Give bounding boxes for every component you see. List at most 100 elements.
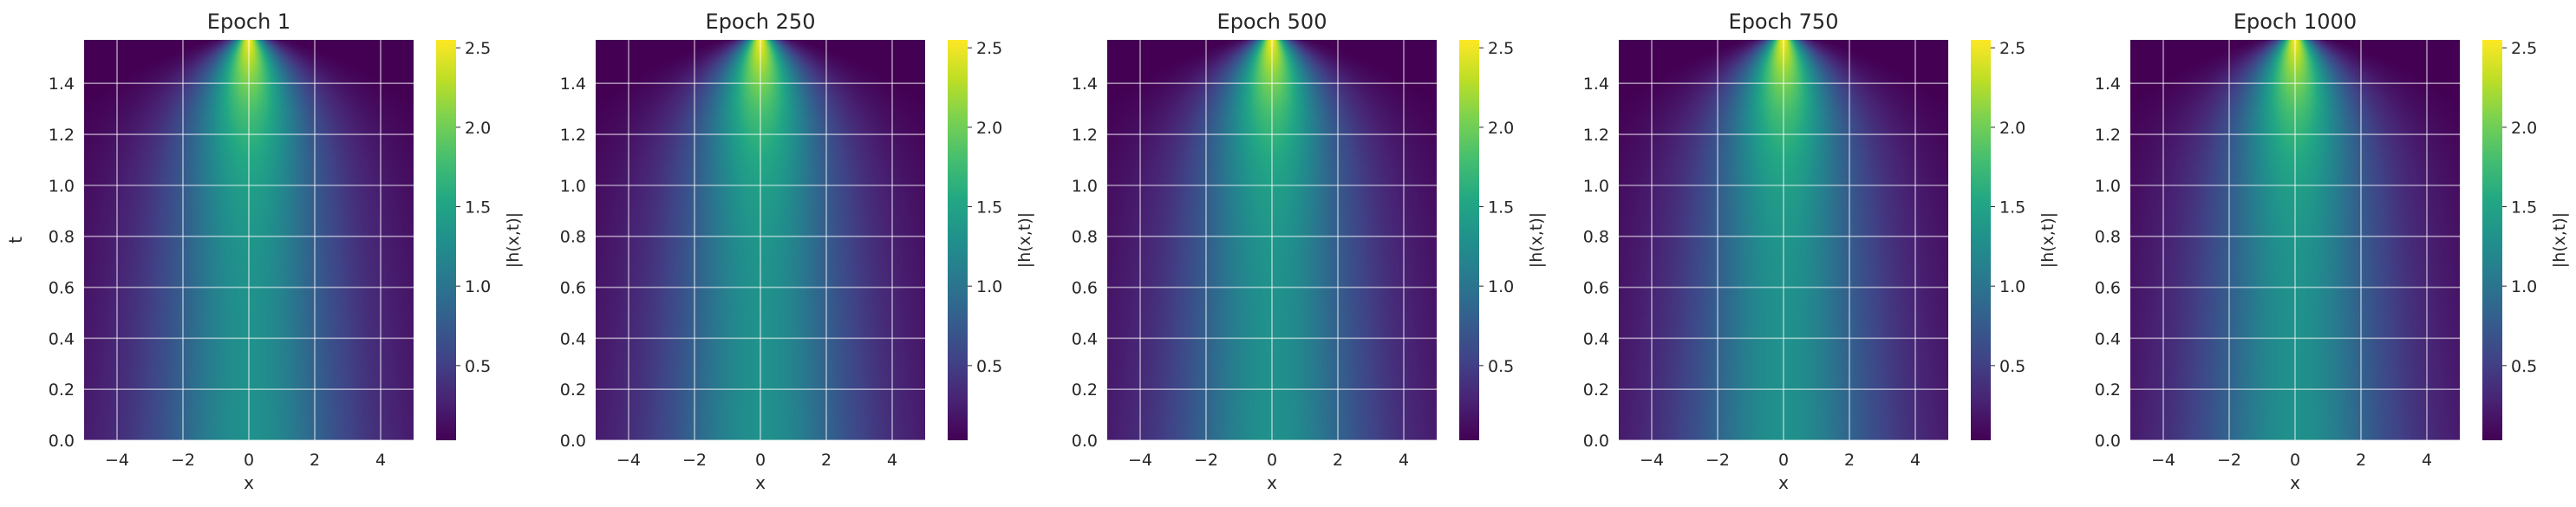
y-tick-label: 1.0: [560, 177, 586, 196]
colorbar: 0.5 1.0 1.5 2.0 2.5 |h(x,t)|: [2482, 39, 2569, 440]
x-tick-label: −4: [105, 451, 129, 470]
grid-lines: [1619, 40, 1948, 441]
colorbar-tick-label: 2.5: [1999, 39, 2025, 58]
colorbar-tick-label: 1.5: [2511, 198, 2537, 218]
y-tick-label: 0.6: [1583, 279, 1609, 298]
y-tick-label: 0.4: [1072, 329, 1098, 348]
panel-title: Epoch 1000: [2234, 10, 2357, 34]
y-tick-label: 0.8: [560, 228, 586, 247]
y-tick-label: 0.0: [1072, 432, 1098, 451]
colorbar-tick-label: 2.0: [976, 119, 1002, 138]
y-tick-label: 1.0: [1072, 177, 1098, 196]
y-tick-label: 0.2: [1072, 380, 1098, 400]
x-tick-label: 4: [1399, 451, 1409, 470]
x-tick-label: 0: [1778, 451, 1789, 470]
y-tick-label: 0.6: [49, 279, 75, 298]
colorbar-tick-label: 0.5: [1999, 357, 2025, 376]
y-axis-label: t: [5, 237, 26, 244]
y-tick-label: 0.0: [1583, 432, 1609, 451]
colorbar-label: |h(x,t)|: [504, 212, 523, 268]
x-axis-label: x: [244, 472, 254, 493]
y-tick-label: 0.0: [49, 432, 75, 451]
colorbar-gradient: [2482, 40, 2502, 440]
x-tick-label: 0: [2290, 451, 2300, 470]
y-tick-label: 1.2: [2095, 126, 2121, 145]
x-tick-label: 0: [1267, 451, 1277, 470]
y-tick-label: 0.8: [49, 228, 75, 247]
x-axis-label: x: [1778, 472, 1789, 493]
x-tick-label: 2: [821, 451, 831, 470]
colorbar-tick-label: 1.0: [1999, 277, 2025, 296]
colorbar: 0.5 1.0 1.5 2.0 2.5 |h(x,t)|: [1459, 39, 1546, 440]
y-tick-label: 0.2: [1583, 380, 1609, 400]
panel-epoch-2: −4 −2 0 2 4 0.0 0.2 0.4 0.6 0.8 1.0 1.2 1.4 x Epoch 25…: [560, 10, 1034, 493]
panel-epoch-5: −4 −2 0 2 4 0.0 0.2 0.4 0.6 0.8 1.0 1.2 1.4 x Epoch 10…: [2095, 10, 2569, 493]
panel-epoch-4: −4 −2 0 2 4 0.0 0.2 0.4 0.6 0.8 1.0 1.2 1.4 x Epoch 75…: [1583, 10, 2058, 493]
colorbar-tick-label: 1.0: [2511, 277, 2537, 296]
y-tick-label: 0.6: [560, 279, 586, 298]
grid-lines: [2130, 40, 2460, 441]
x-axis-label: x: [2290, 472, 2300, 493]
colorbar-label: |h(x,t)|: [2550, 212, 2569, 268]
colorbar-tick-label: 1.0: [1488, 277, 1514, 296]
x-axis-label: x: [755, 472, 766, 493]
colorbar-tick-label: 2.0: [2511, 119, 2537, 138]
y-tick-label: 1.4: [49, 75, 75, 94]
y-tick-label: 0.2: [560, 380, 586, 400]
y-tick-label: 1.0: [2095, 177, 2121, 196]
y-tick-label: 0.4: [1583, 329, 1609, 348]
panel-title: Epoch 250: [706, 10, 816, 34]
y-tick-label: 1.2: [1072, 126, 1098, 145]
colorbar-gradient: [436, 40, 456, 440]
y-tick-label: 0.0: [560, 432, 586, 451]
colorbar-tick-label: 2.0: [465, 119, 491, 138]
x-tick-label: −2: [1705, 451, 1730, 470]
x-tick-label: 4: [2422, 451, 2432, 470]
y-tick-label: 1.4: [1072, 75, 1098, 94]
x-tick-label: −2: [171, 451, 195, 470]
colorbar-tick-label: 0.5: [2511, 357, 2537, 376]
colorbar-tick-label: 1.5: [465, 198, 491, 218]
x-tick-label: 2: [1844, 451, 1855, 470]
colorbar: 0.5 1.0 1.5 2.0 2.5 |h(x,t)|: [948, 39, 1034, 440]
x-tick-label: −2: [682, 451, 707, 470]
y-tick-label: 1.4: [560, 75, 586, 94]
y-tick-label: 0.6: [2095, 279, 2121, 298]
x-tick-label: −4: [616, 451, 641, 470]
y-tick-label: 0.8: [2095, 228, 2121, 247]
x-tick-label: −4: [2151, 451, 2175, 470]
y-tick-label: 1.4: [1583, 75, 1609, 94]
y-tick-label: 0.2: [2095, 380, 2121, 400]
colorbar-tick-label: 0.5: [1488, 357, 1514, 376]
y-tick-label: 1.2: [49, 126, 75, 145]
colorbar-tick-label: 2.0: [1999, 119, 2025, 138]
y-tick-label: 1.4: [2095, 75, 2121, 94]
x-tick-label: 4: [375, 451, 386, 470]
y-tick-label: 1.2: [1583, 126, 1609, 145]
x-tick-label: 0: [755, 451, 766, 470]
x-tick-label: −2: [1194, 451, 1218, 470]
colorbar-tick-label: 1.5: [1488, 198, 1514, 218]
colorbar-tick-label: 1.5: [976, 198, 1002, 218]
colorbar-gradient: [1459, 40, 1479, 440]
colorbar-tick-label: 1.0: [465, 277, 491, 296]
y-tick-label: 0.4: [2095, 329, 2121, 348]
colorbar-label: |h(x,t)|: [2038, 212, 2058, 268]
grid-lines: [84, 40, 414, 441]
x-tick-label: 2: [1333, 451, 1343, 470]
y-tick-label: 0.0: [2095, 432, 2121, 451]
y-tick-label: 1.0: [1583, 177, 1609, 196]
colorbar-tick-label: 1.5: [1999, 198, 2025, 218]
x-tick-label: 2: [310, 451, 320, 470]
x-tick-label: 0: [244, 451, 254, 470]
x-tick-label: 4: [1910, 451, 1921, 470]
colorbar-tick-label: 2.5: [1488, 39, 1514, 58]
colorbar-tick-label: 0.5: [976, 357, 1002, 376]
panel-title: Epoch 500: [1217, 10, 1327, 34]
y-tick-label: 0.4: [49, 329, 75, 348]
colorbar-tick-label: 2.5: [2511, 39, 2537, 58]
colorbar: 0.5 1.0 1.5 2.0 2.5 |h(x,t)|: [436, 39, 523, 440]
x-tick-label: 2: [2356, 451, 2366, 470]
panel-epoch-1: −4 −2 0 2 4 0.0 0.2 0.4 0.6 0.8 1.0 1.2 1.4 x t Epoch 1…: [5, 10, 523, 493]
